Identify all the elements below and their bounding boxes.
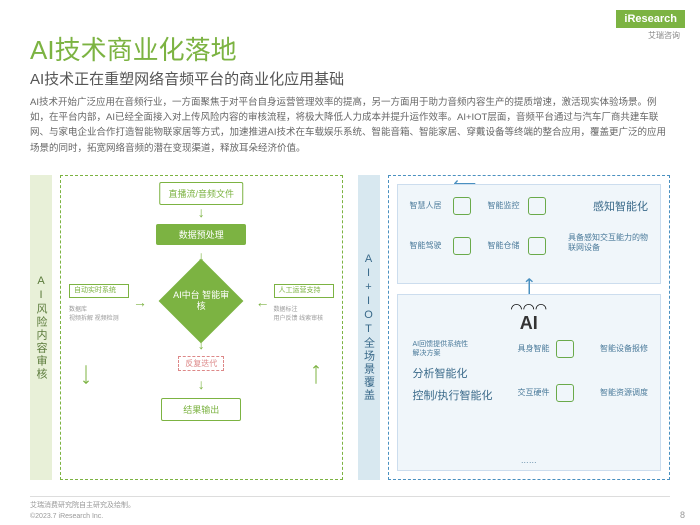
divider	[30, 496, 670, 497]
page-title: AI技术商业化落地	[30, 30, 237, 67]
monitor-icon	[528, 197, 546, 215]
page-subtitle: AI技术正在重塑网络音频平台的商业化应用基础	[30, 68, 344, 89]
iot-label: 具身智能	[518, 343, 550, 354]
logo-subtitle: 艾瑞咨询	[648, 30, 680, 41]
arrow-icon: ⟶	[308, 364, 325, 384]
flow-iterate-label: 反复迭代	[178, 356, 224, 371]
arrow-icon: ←	[256, 294, 270, 310]
arrow-icon: ↓	[198, 204, 205, 220]
flow-node-input: 直播流/音频文件	[159, 182, 243, 205]
flow-side-manual-sub: 数据标注 用户反馈 线索审核	[274, 304, 334, 322]
flowchart: 直播流/音频文件 ↓ 数据预处理 ↓ AI中台 智能审核 自动实时系统 人工运营…	[60, 175, 343, 480]
left-diagram: AI风险内容审核 直播流/音频文件 ↓ 数据预处理 ↓ AI中台 智能审核 自动…	[30, 175, 343, 480]
car-icon	[453, 237, 471, 255]
iot-heading: 感知智能化	[593, 198, 648, 214]
home-icon	[453, 197, 471, 215]
right-diagram: AI+IOT全场景覆盖 ⟵―――――――― 智慧人居 智能监控 感知智能化 智能…	[358, 175, 671, 480]
arrow-icon: ↓	[198, 376, 205, 392]
ai-center-label: AI	[520, 313, 538, 334]
iot-desc: 具备感知交互能力的物联网设备	[568, 233, 648, 254]
iot-label: 智能驾驶	[410, 240, 442, 251]
flow-node-output: 结果输出	[161, 398, 241, 421]
iot-label: 智能设备报修	[600, 343, 648, 354]
page-number: 8	[680, 510, 685, 520]
footer-copyright: ©2023.7 iResearch Inc.	[30, 513, 103, 520]
iot-heading: 分析智能化	[413, 365, 468, 381]
arrow-icon: ↓	[198, 336, 205, 352]
right-vertical-label: AI+IOT全场景覆盖	[358, 175, 380, 480]
flow-side-auto-sub: 数据库 视频拆解 视频检测	[69, 304, 129, 322]
flow-side-auto: 自动实时系统	[69, 284, 129, 298]
arrow-icon: →	[133, 294, 147, 310]
iot-bottom-panel: ◠◠◠ AI AI回馈提供系统性 解决方案 具身智能 智能设备报修 分析智能化 …	[397, 294, 662, 471]
storage-icon	[528, 237, 546, 255]
iot-label: 智能资源调度	[600, 387, 648, 398]
iot-label: 智慧人居	[410, 200, 442, 211]
logo: iResearch	[616, 10, 685, 28]
left-vertical-label: AI风险内容审核	[30, 175, 52, 480]
iot-label: 交互硬件	[518, 387, 550, 398]
iot-label: 智能监控	[488, 200, 520, 211]
footer-source: 艾瑞消费研究院自主研究及绘制。	[30, 500, 135, 510]
ellipsis: ……	[521, 456, 537, 465]
arrow-icon: ⟶	[78, 364, 95, 384]
robot-icon	[556, 340, 574, 358]
device-icon	[556, 384, 574, 402]
diagram-container: AI风险内容审核 直播流/音频文件 ↓ 数据预处理 ↓ AI中台 智能审核 自动…	[30, 175, 670, 480]
iot-label: 智能仓储	[488, 240, 520, 251]
iot-panel: ⟵―――――――― 智慧人居 智能监控 感知智能化 智能驾驶 智能仓储 具备感知…	[388, 175, 671, 480]
iot-top-panel: 智慧人居 智能监控 感知智能化 智能驾驶 智能仓储 具备感知交互能力的物联网设备	[397, 184, 662, 284]
body-paragraph: AI技术开始广泛应用在音频行业，一方面聚焦于对平台自身运营管理效率的提高，另一方…	[30, 95, 670, 156]
ai-desc: AI回馈提供系统性 解决方案	[413, 340, 469, 358]
flow-side-manual: 人工运营支持	[274, 284, 334, 298]
flow-node-preprocess: 数据预处理	[156, 224, 246, 245]
flow-node-ai-core: AI中台 智能审核	[159, 259, 244, 344]
iot-heading: 控制/执行智能化	[413, 387, 493, 403]
